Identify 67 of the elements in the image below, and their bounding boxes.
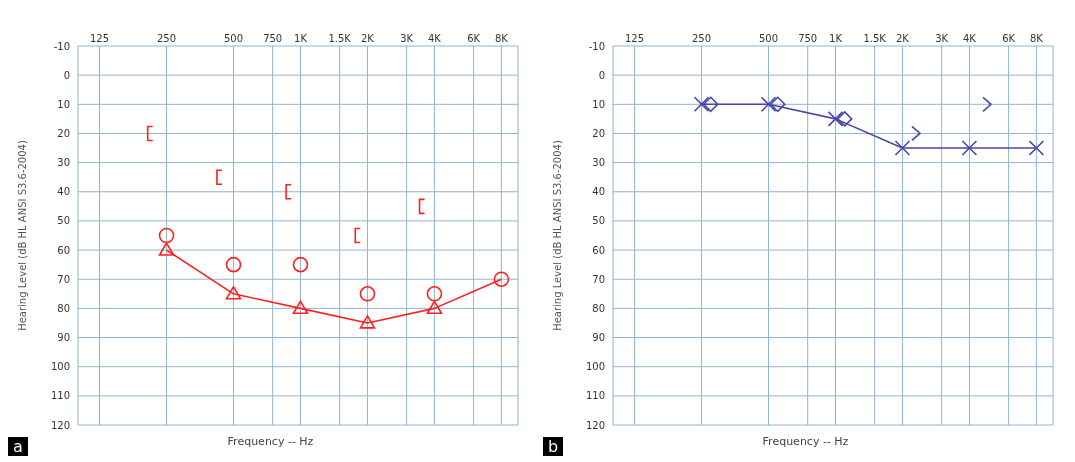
x-tick-label: 8K [494,33,509,44]
point [225,286,242,300]
x-tick-label: 3K [400,33,414,44]
x-axis-title: Frequency -- Hz [762,435,849,448]
x-tick-label: 2K [895,33,910,44]
y-tick-label: 40 [57,186,70,198]
y-tick-label: 40 [592,186,605,198]
x-tick-label: 125 [625,33,645,44]
y-tick-label: 90 [592,332,605,344]
y-tick-label: -10 [53,40,70,52]
y-tick-label: 110 [585,390,605,402]
y-tick-label: 10 [592,98,605,110]
y-tick-label: 70 [592,273,605,285]
x-tick-label: 4K [427,33,442,44]
x-axis-title: Frequency -- Hz [227,435,314,448]
y-tick-label: 120 [585,419,605,431]
y-axis-title: Hearing Level (dB HL ANSI S3.6-2004) [551,140,563,331]
y-tick-label: 80 [592,302,605,314]
text: a [8,437,28,456]
x-tick-label: 1.5K [863,33,887,44]
y-tick-label: 120 [50,419,70,431]
x-tick-label: 250 [691,33,712,44]
y-tick-label: 0 [598,69,605,81]
y-tick-label: 10 [57,98,70,110]
point [426,300,443,315]
y-tick-label: 100 [50,361,70,373]
point [158,242,175,256]
point [359,315,376,329]
x-tick-label: 250 [156,33,177,44]
y-tick-label: 100 [585,361,605,373]
x-tick-label: 4K [962,33,977,44]
point [359,286,376,302]
y-tick-label: 110 [50,390,70,402]
point [225,256,242,273]
x-tick-label: 750 [798,33,818,44]
y-tick-label: 20 [592,128,605,140]
y-tick-label: 30 [57,157,70,169]
x-tick-label: 1K [829,33,843,44]
y-tick-label: 50 [57,215,70,227]
x-tick-label: 1.5K [328,33,352,44]
x-tick-label: 750 [263,33,283,44]
x-tick-label: 6K [1002,33,1016,44]
point [292,300,309,315]
x-tick-label: 2K [360,33,375,44]
point [426,286,443,302]
y-tick-label: 60 [57,244,70,256]
x-tick-label: 500 [223,33,244,44]
y-tick-label: -10 [588,40,605,52]
x-tick-label: 1K [294,33,308,44]
y-tick-label: 70 [57,273,70,285]
point [493,271,510,288]
x-tick-label: 3K [935,33,949,44]
y-tick-label: 60 [592,244,605,256]
y-axis-title: Hearing Level (dB HL ANSI S3.6-2004) [16,140,28,331]
y-tick-label: 90 [57,332,70,344]
y-tick-label: 20 [57,128,70,140]
text: b [543,437,564,456]
x-tick-label: 500 [758,33,779,44]
point [292,256,309,273]
y-tick-label: 50 [592,215,605,227]
x-tick-label: 6K [467,33,481,44]
x-tick-label: 125 [90,33,110,44]
y-tick-label: 0 [63,69,70,81]
point [158,227,175,244]
y-tick-label: 30 [592,157,605,169]
x-tick-label: 8K [1029,33,1044,44]
y-tick-label: 80 [57,302,70,314]
